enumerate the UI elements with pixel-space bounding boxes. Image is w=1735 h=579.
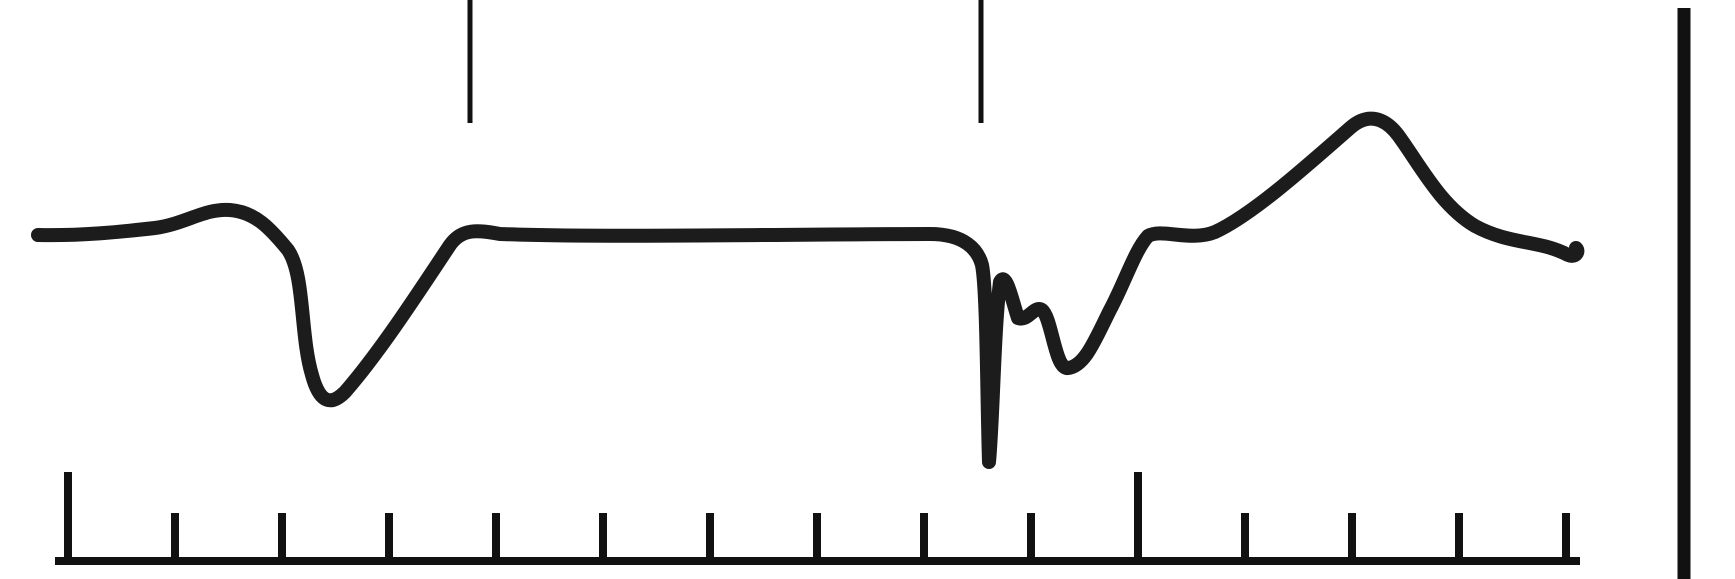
waveform-trace: [31, 111, 1585, 469]
time-axis-ticks: [64, 472, 1570, 561]
